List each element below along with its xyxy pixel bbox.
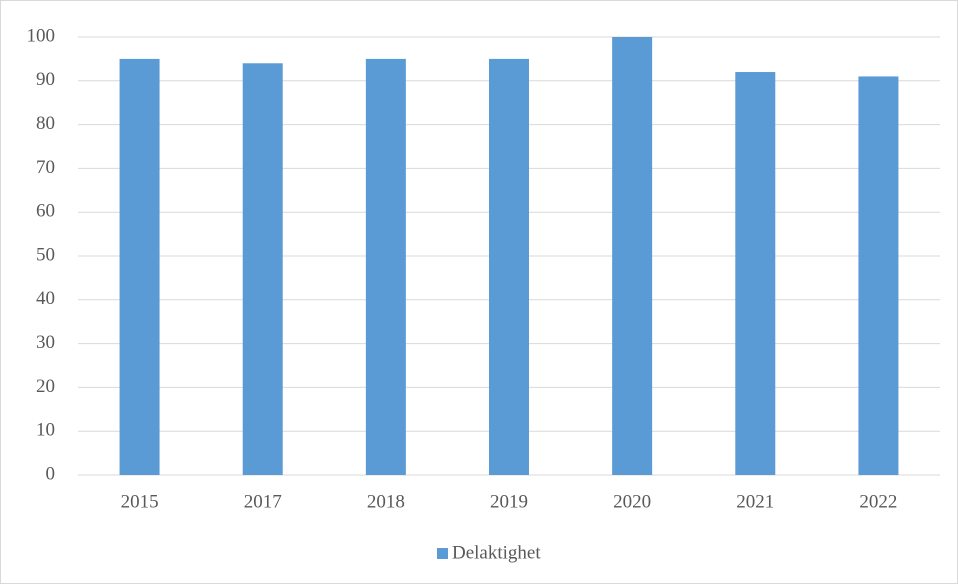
x-tick-label: 2022 (859, 491, 897, 512)
bar (365, 58, 406, 476)
y-tick-label: 30 (36, 332, 55, 353)
y-tick-label: 20 (36, 376, 55, 397)
y-tick-label: 0 (46, 463, 56, 484)
y-tick-label: 40 (36, 288, 55, 309)
y-tick-label: 80 (36, 113, 55, 134)
x-tick-label: 2021 (736, 491, 774, 512)
y-tick-label: 100 (27, 25, 56, 46)
x-tick-label: 2017 (244, 491, 282, 512)
bar (735, 72, 776, 475)
bar (858, 76, 899, 476)
x-tick-label: 2015 (121, 491, 159, 512)
legend-swatch (437, 548, 448, 559)
x-tick-label: 2020 (613, 491, 651, 512)
y-tick-label: 60 (36, 201, 55, 222)
x-tick-label: 2018 (367, 491, 405, 512)
y-tick-label: 70 (36, 157, 55, 178)
x-tick-label: 2019 (490, 491, 528, 512)
legend-label: Delaktighet (452, 542, 541, 563)
bar (489, 58, 529, 476)
y-tick-label: 50 (36, 244, 55, 265)
bar (242, 63, 283, 475)
bar (612, 37, 653, 475)
y-tick-label: 10 (36, 420, 55, 441)
bar (119, 58, 160, 476)
y-tick-label: 90 (36, 69, 55, 90)
